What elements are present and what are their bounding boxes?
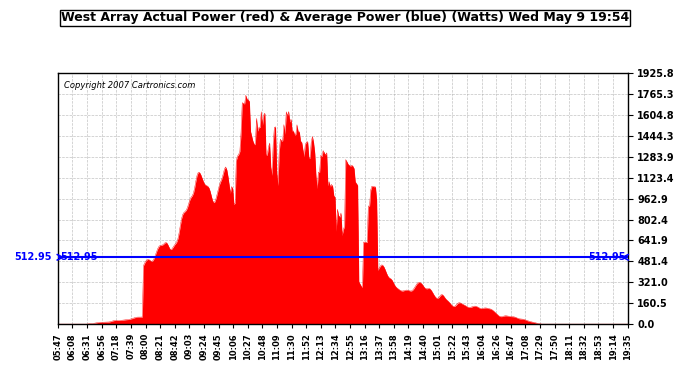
Text: West Array Actual Power (red) & Average Power (blue) (Watts) Wed May 9 19:54: West Array Actual Power (red) & Average … [61,11,629,24]
Text: 512.95: 512.95 [60,252,98,262]
Text: 512.95: 512.95 [588,252,625,262]
Text: Copyright 2007 Cartronics.com: Copyright 2007 Cartronics.com [63,81,195,90]
Text: 512.95: 512.95 [14,252,52,262]
